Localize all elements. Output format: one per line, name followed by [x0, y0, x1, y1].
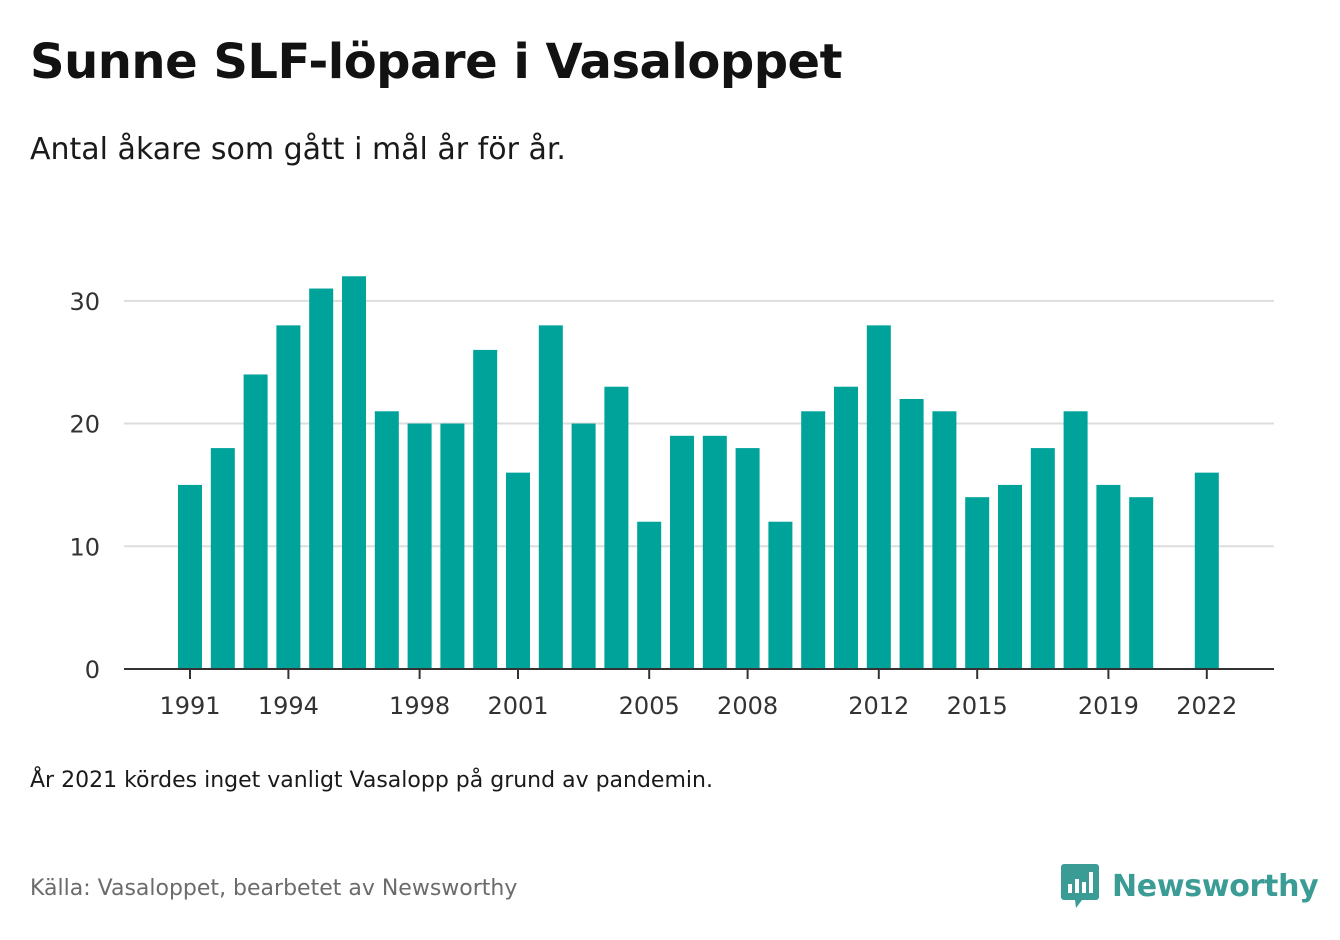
- source-credit: Källa: Vasaloppet, bearbetet av Newswort…: [30, 876, 518, 901]
- bar: [801, 411, 826, 669]
- bar: [866, 325, 891, 669]
- bar: [670, 435, 694, 669]
- x-tick-label: 2005: [619, 692, 680, 720]
- bar-chart: 0 10 20 30 1991 1994 1998 2001 2005 2008 2012 2015…: [69, 276, 1274, 720]
- bar: [506, 472, 530, 669]
- bar: [1129, 497, 1154, 669]
- bar: [998, 484, 1022, 669]
- x-tick-label: 2022: [1176, 692, 1237, 720]
- chart-subtitle: Antal åkare som gått i mål år för år.: [30, 132, 566, 167]
- bar: [374, 411, 399, 669]
- bar: [637, 521, 662, 669]
- bar: [1030, 448, 1055, 669]
- brand-name: Newsworthy: [1112, 868, 1319, 904]
- bar: [702, 435, 727, 669]
- bar: [473, 349, 498, 669]
- bar: [276, 325, 301, 669]
- x-axis: [124, 668, 1274, 679]
- x-tick-label: 2001: [487, 692, 548, 720]
- newsworthy-logo-icon: [1061, 864, 1099, 908]
- footnote: År 2021 kördes inget vanligt Vasalopp på…: [30, 768, 713, 793]
- bar: [243, 374, 268, 669]
- bar: [735, 448, 760, 669]
- bar: [178, 484, 202, 669]
- bar: [407, 423, 432, 669]
- x-tick-label: 1994: [258, 692, 319, 720]
- bar: [210, 448, 235, 669]
- bar: [1063, 411, 1088, 669]
- bar: [834, 386, 858, 669]
- y-axis-tick-labels: 0 10 20 30: [69, 288, 100, 684]
- x-tick-label: 2019: [1078, 692, 1139, 720]
- chart-title: Sunne SLF-löpare i Vasaloppet: [30, 34, 843, 90]
- x-tick-label: 1991: [159, 692, 220, 720]
- x-tick-label: 2012: [848, 692, 909, 720]
- y-tick-label: 30: [69, 288, 100, 316]
- y-tick-label: 10: [69, 533, 100, 561]
- y-tick-label: 20: [69, 411, 100, 439]
- brand-logo[interactable]: Newsworthy: [1060, 862, 1319, 910]
- bar: [899, 399, 924, 669]
- x-tick-label: 2008: [717, 692, 778, 720]
- bar: [1194, 472, 1219, 669]
- bar: [342, 276, 366, 669]
- bars: [178, 276, 1219, 669]
- x-axis-tick-labels: 1991 1994 1998 2001 2005 2008 2012 2015 2019 2022: [159, 692, 1237, 720]
- bar: [604, 386, 629, 669]
- bar: [768, 521, 793, 669]
- x-tick-label: 2015: [947, 692, 1008, 720]
- bar: [538, 325, 563, 669]
- bar: [932, 411, 957, 669]
- bar: [965, 497, 990, 669]
- bar: [309, 288, 334, 669]
- y-tick-label: 0: [85, 656, 100, 684]
- bar: [440, 423, 465, 669]
- bar: [1096, 484, 1121, 669]
- x-tick-label: 1998: [389, 692, 450, 720]
- bar: [571, 423, 596, 669]
